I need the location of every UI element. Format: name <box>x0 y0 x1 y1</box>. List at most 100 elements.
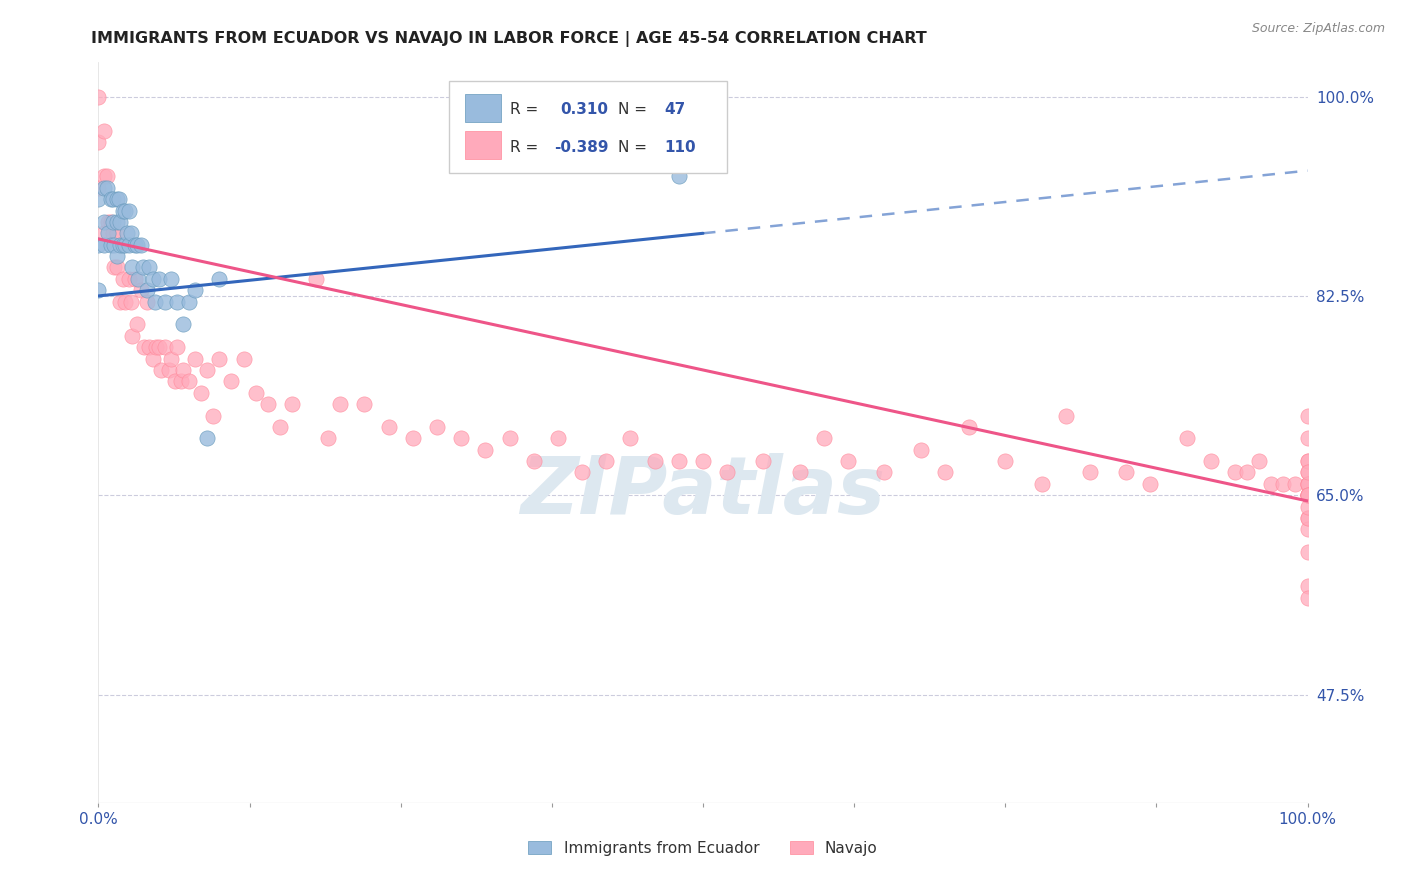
Point <box>160 272 183 286</box>
Point <box>1078 466 1101 480</box>
Point <box>1296 523 1319 537</box>
Point <box>1260 476 1282 491</box>
Point <box>179 294 201 309</box>
Point <box>1296 476 1319 491</box>
Point <box>813 431 835 445</box>
Point <box>142 351 165 366</box>
Point <box>1054 409 1077 423</box>
Point <box>1296 466 1319 480</box>
Point <box>160 351 183 366</box>
Point <box>93 237 115 252</box>
Point <box>789 466 811 480</box>
Point <box>668 454 690 468</box>
Point <box>118 203 141 218</box>
Point <box>1296 579 1319 593</box>
Text: R =: R = <box>509 140 537 155</box>
Point <box>547 431 569 445</box>
Point <box>1296 488 1319 502</box>
Point <box>101 227 124 241</box>
Point <box>910 442 932 457</box>
Point <box>692 454 714 468</box>
Point <box>138 260 160 275</box>
Point <box>96 180 118 194</box>
Point <box>1139 476 1161 491</box>
Point <box>157 363 180 377</box>
Point <box>142 272 165 286</box>
Point <box>132 260 155 275</box>
Point <box>208 272 231 286</box>
Point <box>143 294 166 309</box>
Point <box>108 294 131 309</box>
Point <box>108 237 131 252</box>
Point <box>101 215 124 229</box>
Point <box>1296 545 1319 559</box>
Point <box>105 215 128 229</box>
Point <box>163 375 186 389</box>
Point <box>256 397 278 411</box>
Point <box>135 294 157 309</box>
Point <box>87 135 110 149</box>
Point <box>172 363 194 377</box>
Point <box>1296 511 1319 525</box>
Point <box>329 397 352 411</box>
Point <box>353 397 375 411</box>
Point <box>148 272 170 286</box>
Point <box>150 363 173 377</box>
Text: IMMIGRANTS FROM ECUADOR VS NAVAJO IN LABOR FORCE | AGE 45-54 CORRELATION CHART: IMMIGRANTS FROM ECUADOR VS NAVAJO IN LAB… <box>91 31 927 47</box>
Point <box>202 409 225 423</box>
Point <box>523 454 546 468</box>
Point <box>184 351 207 366</box>
Point <box>129 283 152 297</box>
Point <box>934 466 956 480</box>
Point <box>93 169 115 184</box>
Point <box>1296 488 1319 502</box>
Point <box>103 237 125 252</box>
Point <box>118 237 141 252</box>
Point <box>1249 454 1271 468</box>
Point <box>118 272 141 286</box>
Point <box>1115 466 1137 480</box>
Point <box>100 192 122 206</box>
Point <box>87 89 110 103</box>
Point <box>994 454 1017 468</box>
Point <box>195 363 218 377</box>
Point <box>111 272 134 286</box>
Point <box>1223 466 1246 480</box>
Point <box>195 431 218 445</box>
Point <box>100 215 122 229</box>
Point <box>1296 466 1319 480</box>
Point <box>1296 476 1319 491</box>
Point <box>114 203 136 218</box>
Point <box>1296 431 1319 445</box>
Point <box>316 431 339 445</box>
Point <box>1296 476 1319 491</box>
Point <box>190 385 212 400</box>
Point <box>1296 591 1319 605</box>
Point <box>474 442 496 457</box>
Point <box>305 272 328 286</box>
Text: -0.389: -0.389 <box>554 140 609 155</box>
Point <box>169 375 191 389</box>
Point <box>153 294 176 309</box>
Point <box>873 466 896 480</box>
Point <box>87 192 110 206</box>
Point <box>619 431 641 445</box>
Point <box>100 237 122 252</box>
Point <box>120 227 142 241</box>
Point <box>93 124 115 138</box>
Point <box>1296 488 1319 502</box>
Point <box>166 294 188 309</box>
Point <box>1236 466 1258 480</box>
Point <box>105 249 128 263</box>
Point <box>96 169 118 184</box>
Point <box>108 215 131 229</box>
Point <box>97 227 120 241</box>
Point <box>111 203 134 218</box>
Point <box>716 466 738 480</box>
Point <box>148 340 170 354</box>
Point <box>97 215 120 229</box>
Point <box>105 260 128 275</box>
Point <box>644 454 666 468</box>
Bar <box>465 130 501 159</box>
Point <box>377 420 399 434</box>
